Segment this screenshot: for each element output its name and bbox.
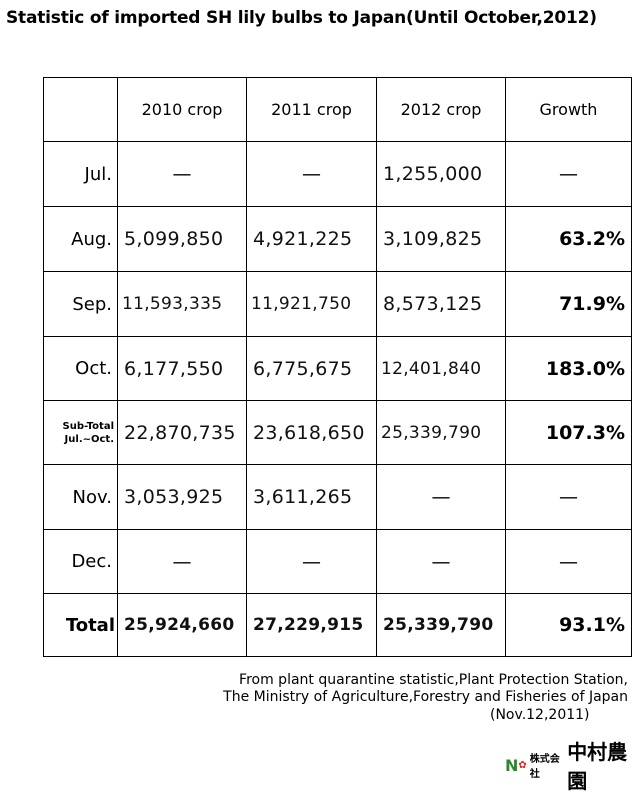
growth-cell: 183.0%	[505, 336, 632, 401]
row-label: Oct.	[43, 336, 118, 401]
table-row: Nov. 3,053,925 3,611,265 — —	[43, 464, 632, 530]
value-cell: —	[376, 464, 506, 530]
source-note: From plant quarantine statistic,Plant Pr…	[223, 672, 628, 706]
source-line: From plant quarantine statistic,Plant Pr…	[239, 672, 628, 688]
value-cell: 5,099,850	[117, 206, 247, 272]
value-cell: 11,593,335	[117, 271, 247, 337]
value-cell: 11,921,750	[246, 271, 377, 337]
leaf-logo-icon: N	[505, 755, 519, 775]
value-cell: 25,339,790	[376, 593, 506, 657]
table-row: Dec. — — — —	[43, 529, 632, 594]
header-row: 2010 crop 2011 crop 2012 crop Growth	[43, 77, 632, 142]
table-row: Jul. — — 1,255,000 —	[43, 141, 632, 207]
table-row: Aug. 5,099,850 4,921,225 3,109,825 63.2%	[43, 206, 632, 272]
value-cell: 8,573,125	[376, 271, 506, 337]
row-label: Jul.	[43, 141, 118, 207]
value-cell: 22,870,735	[117, 400, 247, 465]
header-cell	[43, 77, 118, 142]
table-row: Oct. 6,177,550 6,775,675 12,401,840 183.…	[43, 336, 632, 401]
value-cell: 6,177,550	[117, 336, 247, 401]
header-cell: Growth	[505, 77, 632, 142]
header-cell: 2010 crop	[117, 77, 247, 142]
flower-logo-icon: ✿	[518, 759, 527, 771]
header-cell: 2011 crop	[246, 77, 377, 142]
growth-cell: —	[505, 464, 632, 530]
page-title: Statistic of imported SH lily bulbs to J…	[6, 8, 597, 28]
value-cell: 1,255,000	[376, 141, 506, 207]
growth-cell: —	[505, 529, 632, 594]
subtotal-period: Jul.~Oct.	[64, 433, 114, 445]
row-label: Total	[43, 593, 118, 657]
value-cell: 27,229,915	[246, 593, 377, 657]
subtotal-label: Sub-Total	[62, 420, 114, 432]
value-cell: 25,339,790	[376, 400, 506, 465]
growth-cell: —	[505, 141, 632, 207]
growth-cell: 71.9%	[505, 271, 632, 337]
value-cell: —	[117, 141, 247, 207]
row-label: Sep.	[43, 271, 118, 337]
import-statistics-table: 2010 crop 2011 crop 2012 crop Growth Jul…	[43, 77, 632, 657]
value-cell: —	[246, 529, 377, 594]
value-cell: 25,924,660	[117, 593, 247, 657]
value-cell: 3,109,825	[376, 206, 506, 272]
source-date: (Nov.12,2011)	[490, 707, 590, 723]
subtotal-row: Sub-Total Jul.~Oct. 22,870,735 23,618,650…	[43, 400, 632, 465]
growth-cell: 93.1%	[505, 593, 632, 657]
logo-small-text: 株式会社	[529, 754, 560, 780]
value-cell: —	[246, 141, 377, 207]
growth-cell: 107.3%	[505, 400, 632, 465]
value-cell: 3,611,265	[246, 464, 377, 530]
row-label: Aug.	[43, 206, 118, 272]
value-cell: 3,053,925	[117, 464, 247, 530]
row-label: Nov.	[43, 464, 118, 530]
company-logo: N ✿ 株式会社 中村農園	[505, 736, 642, 794]
value-cell: —	[117, 529, 247, 594]
value-cell: 4,921,225	[246, 206, 377, 272]
table-row: Sep. 11,593,335 11,921,750 8,573,125 71.…	[43, 271, 632, 337]
row-label: Dec.	[43, 529, 118, 594]
growth-cell: 63.2%	[505, 206, 632, 272]
row-label: Sub-Total Jul.~Oct.	[43, 400, 118, 465]
total-row: Total 25,924,660 27,229,915 25,339,790 9…	[43, 593, 632, 657]
source-line: The Ministry of Agriculture,Forestry and…	[223, 689, 628, 705]
value-cell: 12,401,840	[376, 336, 506, 401]
header-cell: 2012 crop	[376, 77, 506, 142]
value-cell: —	[376, 529, 506, 594]
value-cell: 23,618,650	[246, 400, 377, 465]
value-cell: 6,775,675	[246, 336, 377, 401]
logo-big-text: 中村農園	[567, 740, 628, 793]
